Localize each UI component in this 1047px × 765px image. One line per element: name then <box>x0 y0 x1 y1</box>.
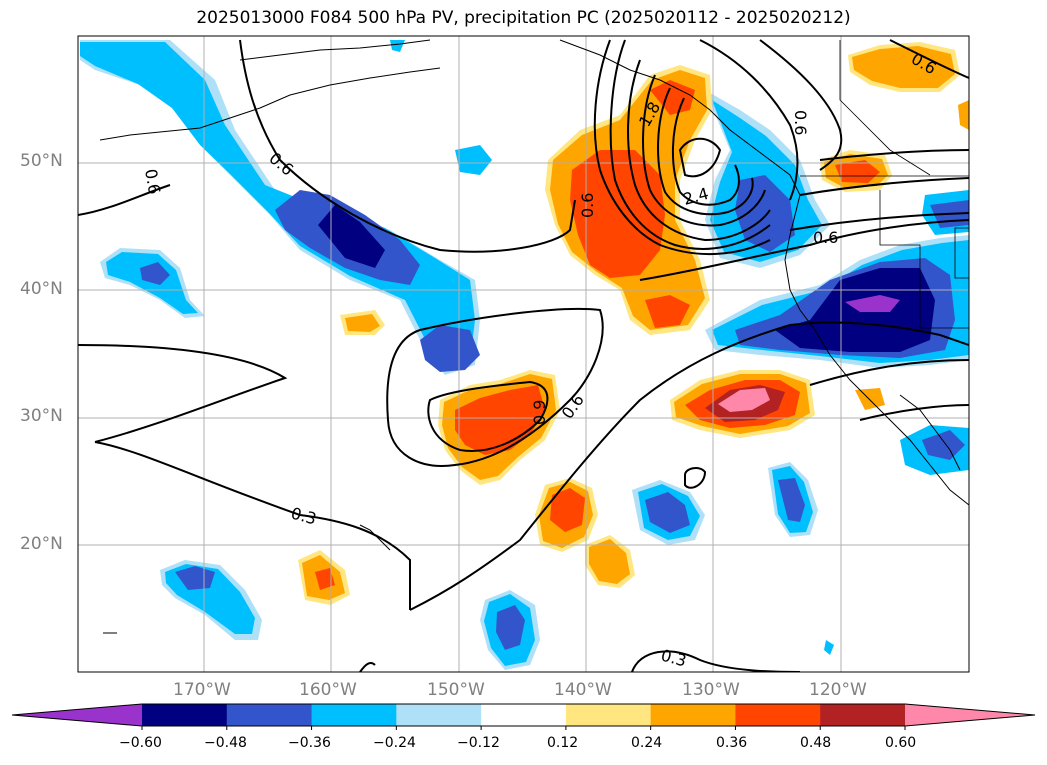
contour-label: 0.6 <box>578 193 597 218</box>
colorbar-tick-label: 0.48 <box>800 735 832 751</box>
plot-frame <box>77 35 970 673</box>
colorbar-tick-label: −0.24 <box>373 735 416 751</box>
colorbar-swatch <box>481 704 567 726</box>
borders <box>800 40 969 329</box>
colorbar-tick-label: 0.60 <box>885 735 917 751</box>
colorbar-tick-label: 0.24 <box>631 735 663 751</box>
longitude-label: 170°W <box>173 680 231 700</box>
latitude-label: 30°N <box>20 406 63 426</box>
colorbar-tick-label: −0.12 <box>457 735 500 751</box>
longitude-label: 160°W <box>299 680 357 700</box>
colorbar-swatch <box>735 704 821 726</box>
colorbar-extend-low <box>12 704 142 726</box>
colorbar-swatch <box>396 704 482 726</box>
contour-label: 0.3 <box>659 646 689 671</box>
colorbar-swatch <box>650 704 736 726</box>
colorbar-swatch <box>820 704 906 726</box>
contour-label: 0.3 <box>289 504 319 529</box>
map-title: 2025013000 F084 500 hPa PV, precipitatio… <box>196 8 851 28</box>
colorbar-tick-label: −0.60 <box>119 735 162 751</box>
contour-label: 0.6 <box>791 110 810 135</box>
colorbar-tick-label: −0.36 <box>288 735 331 751</box>
coastlines <box>99 39 969 634</box>
contour-label: 0.6 <box>141 167 164 195</box>
latitude-label: 40°N <box>20 279 63 299</box>
longitude-label: 130°W <box>682 680 740 700</box>
colorbar-tick-label: −0.48 <box>204 735 247 751</box>
colorbar-swatch <box>565 704 652 726</box>
contour-label: 0.6 <box>265 149 297 180</box>
colorbar-extend-high <box>905 704 1035 726</box>
longitude-label: 120°W <box>809 680 867 700</box>
contour-label: 0.6 <box>813 228 838 247</box>
latitude-label: 20°N <box>20 534 63 554</box>
colorbar-tick-label: 0.36 <box>716 735 748 751</box>
contour-label: 0.9 <box>530 400 549 425</box>
colorbar-swatch <box>142 704 228 726</box>
latitude-label: 50°N <box>20 151 63 171</box>
colorbar-tick-label: 0.12 <box>547 735 579 751</box>
colorbar <box>11 703 1036 730</box>
colorbar-swatch <box>226 704 313 726</box>
plot-area <box>78 36 969 672</box>
colorbar-swatch <box>311 704 397 726</box>
longitude-label: 150°W <box>427 680 485 700</box>
positive-precip-shading <box>298 42 969 605</box>
longitude-label: 140°W <box>554 680 612 700</box>
